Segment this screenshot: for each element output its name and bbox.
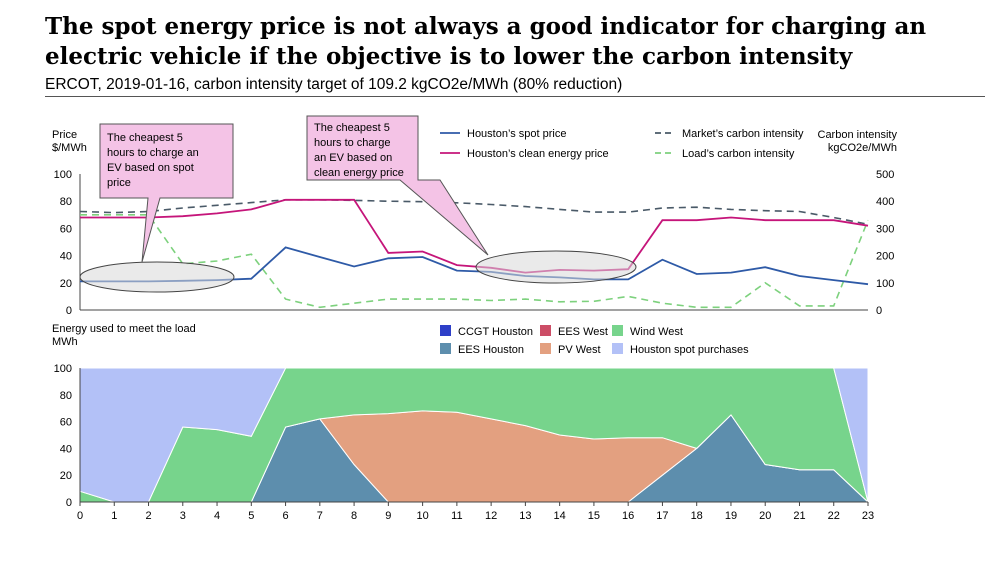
callouts: The cheapest 5 hours to charge an EV based…	[79, 115, 637, 293]
right-axis-label: kgCO2e/MWh	[828, 142, 897, 154]
x-tick-label: 18	[691, 510, 703, 522]
callout-box-clean	[306, 115, 489, 256]
energy-area-chart: Energy used to meet the loadMWh020406080…	[52, 323, 874, 522]
left-tick-label: 20	[60, 278, 72, 290]
right-tick-label: 200	[876, 251, 894, 263]
legend-label: Houston’s spot price	[467, 128, 566, 140]
x-tick-label: 14	[554, 510, 566, 522]
right-tick-label: 300	[876, 223, 894, 235]
x-tick-label: 19	[725, 510, 737, 522]
bottom-y-tick-label: 40	[60, 443, 72, 455]
callout-box-spot	[99, 123, 234, 263]
x-tick-label: 21	[793, 510, 805, 522]
series-line	[79, 199, 869, 226]
left-tick-label: 100	[54, 169, 72, 181]
right-tick-label: 400	[876, 196, 894, 208]
legend-swatch	[612, 343, 623, 354]
x-tick-label: 2	[145, 510, 151, 522]
x-tick-label: 22	[828, 510, 840, 522]
legend-swatch	[540, 325, 551, 336]
x-tick-label: 11	[451, 510, 462, 522]
callout-text: clean energy price	[314, 167, 404, 179]
left-tick-label: 40	[60, 251, 72, 263]
legend-label: Houston spot purchases	[630, 344, 749, 356]
x-tick-label: 7	[317, 510, 323, 522]
right-tick-label: 100	[876, 278, 894, 290]
legend-label: Houston’s clean energy price	[467, 148, 609, 160]
bottom-axis-label: MWh	[52, 336, 78, 348]
x-tick-label: 5	[248, 510, 254, 522]
highlight-ellipse-spot	[79, 261, 235, 293]
callout-text: an EV based on	[314, 152, 392, 164]
legend-label: Wind West	[630, 326, 683, 338]
x-tick-label: 16	[622, 510, 634, 522]
legend-label: CCGT Houston	[458, 326, 533, 338]
callout-text: hours to charge an	[107, 147, 199, 159]
x-tick-label: 23	[862, 510, 874, 522]
legend-label: Market’s carbon intensity	[682, 128, 804, 140]
x-tick-label: 10	[416, 510, 428, 522]
legend-label: PV West	[558, 344, 601, 356]
page-title: The spot energy price is not always a go…	[45, 13, 927, 70]
bottom-y-tick-label: 100	[54, 363, 72, 375]
series-line	[80, 198, 869, 274]
right-tick-label: 500	[876, 169, 894, 181]
legend-label: EES West	[558, 326, 608, 338]
callout-text: hours to charge	[314, 137, 390, 149]
title-divider	[45, 96, 985, 97]
right-tick-label: 0	[876, 305, 882, 317]
callout-text: EV based on spot	[107, 162, 194, 174]
x-tick-label: 20	[759, 510, 771, 522]
x-tick-label: 12	[485, 510, 497, 522]
left-tick-label: 80	[60, 196, 72, 208]
legend-swatch	[440, 343, 451, 354]
callout-text: The cheapest 5	[314, 122, 390, 134]
page-subtitle: ERCOT, 2019-01-16, carbon intensity targ…	[45, 76, 623, 93]
bottom-y-tick-label: 80	[60, 390, 72, 402]
x-tick-label: 17	[656, 510, 668, 522]
left-axis-label: Price	[52, 129, 77, 141]
legend-label: Load’s carbon intensity	[682, 148, 795, 160]
bottom-y-tick-label: 60	[60, 417, 72, 429]
legend-swatch	[612, 325, 623, 336]
x-tick-label: 9	[385, 510, 391, 522]
bottom-y-tick-label: 20	[60, 470, 72, 482]
x-tick-label: 3	[180, 510, 186, 522]
callout-text: price	[107, 177, 131, 189]
left-tick-label: 60	[60, 223, 72, 235]
x-tick-label: 8	[351, 510, 357, 522]
highlight-ellipse-clean	[475, 250, 637, 284]
x-tick-label: 1	[111, 510, 117, 522]
legend-swatch	[540, 343, 551, 354]
callout-text: The cheapest 5	[107, 132, 183, 144]
x-tick-label: 6	[283, 510, 289, 522]
left-tick-label: 0	[66, 305, 72, 317]
x-tick-label: 4	[214, 510, 220, 522]
bottom-y-tick-label: 0	[66, 497, 72, 509]
legend-label: EES Houston	[458, 344, 524, 356]
bottom-axis-label: Energy used to meet the load	[52, 323, 196, 335]
series-line	[80, 214, 869, 309]
legend-swatch	[440, 325, 451, 336]
x-tick-label: 15	[588, 510, 600, 522]
right-axis-label: Carbon intensity	[818, 129, 898, 141]
x-tick-label: 13	[519, 510, 531, 522]
x-tick-label: 0	[77, 510, 83, 522]
left-axis-label: $/MWh	[52, 142, 87, 154]
